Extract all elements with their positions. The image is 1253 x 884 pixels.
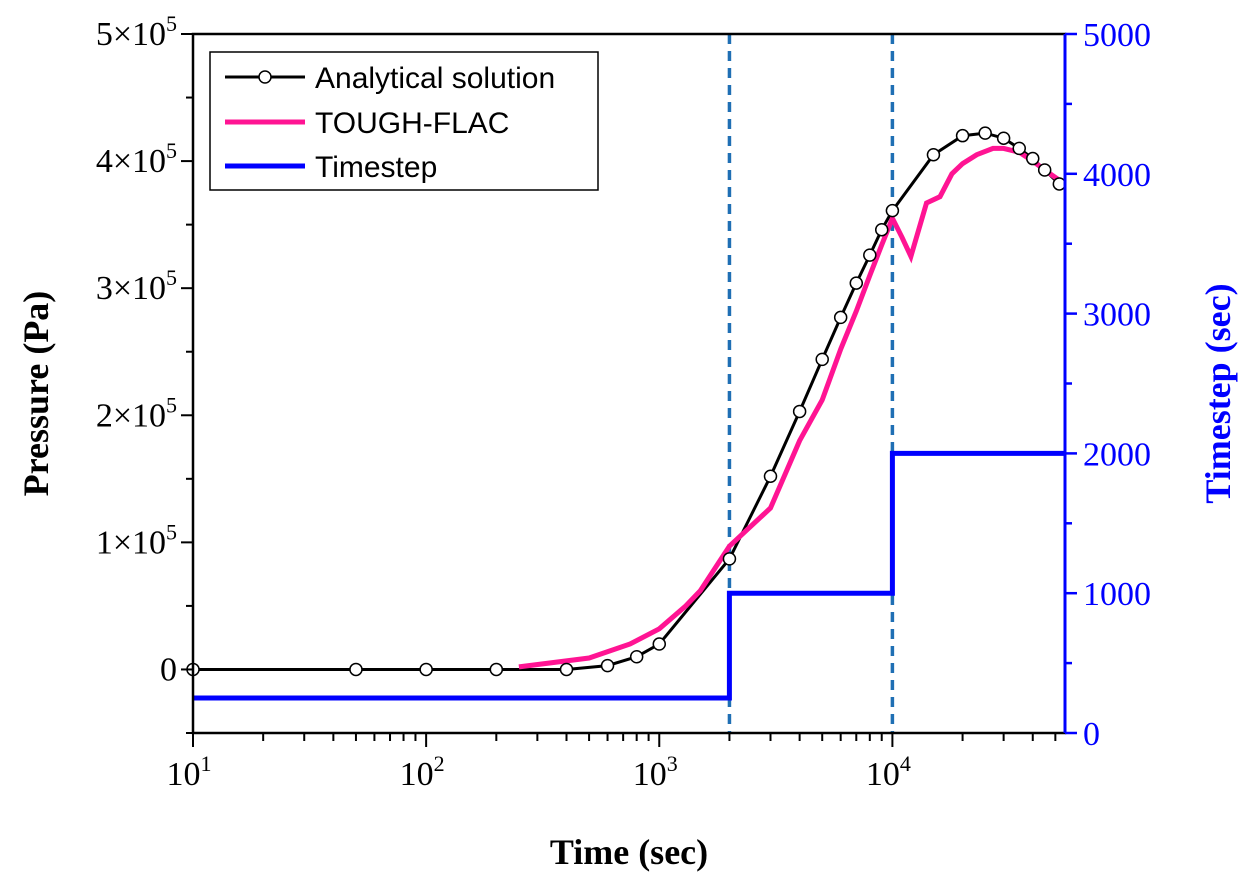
data-point-0-5	[600, 658, 615, 673]
data-point-0-11	[815, 352, 829, 367]
legend-label-tough-flac: TOUGH-FLAC	[315, 107, 509, 140]
x-axis-ticks: 101 102 103 104	[167, 733, 1057, 793]
legend-label-analytical: Analytical solution	[315, 62, 555, 95]
x-tick-label-1: 102	[400, 751, 445, 793]
data-point-0-4	[559, 662, 574, 677]
data-point-0-17	[926, 147, 941, 162]
legend: Analytical solution TOUGH-FLAC Timestep	[209, 51, 599, 191]
y2-tick-label-1: 1000	[1083, 576, 1151, 613]
y2-tick-label-0: 0	[1083, 716, 1100, 753]
y-tick-label-1: 1×105	[96, 519, 177, 561]
data-point-0-15	[874, 222, 889, 237]
y2-tick-label-4: 4000	[1083, 157, 1151, 194]
legend-entry-timestep: Timestep	[225, 151, 437, 184]
x-tick-label-2: 103	[633, 751, 678, 793]
data-point-0-21	[1012, 141, 1026, 156]
data-point-0-18	[955, 128, 970, 143]
data-point-0-10	[792, 404, 807, 419]
data-point-0-6	[629, 649, 644, 664]
data-point-0-16	[885, 203, 900, 218]
y-axis-title: Pressure (Pa)	[16, 291, 56, 497]
legend-label-timestep: Timestep	[315, 151, 437, 184]
data-point-0-13	[849, 276, 864, 290]
x-axis-title: Time (sec)	[550, 832, 708, 872]
data-point-0-1	[349, 662, 363, 677]
y-tick-label-0: 0	[160, 651, 177, 688]
y-tick-label-4: 4×105	[96, 138, 177, 180]
y2-tick-label-2: 2000	[1083, 436, 1151, 473]
plot-area	[186, 34, 1067, 733]
legend-entry-analytical: Analytical solution	[225, 62, 555, 95]
data-point-0-19	[978, 126, 992, 140]
data-point-0-2	[419, 662, 433, 677]
x-tick-label-3: 104	[866, 751, 911, 793]
legend-entry-tough-flac: TOUGH-FLAC	[225, 107, 509, 140]
y2-axis-ticks: 0 1000 2000 3000 4000 5000	[1065, 17, 1151, 753]
y-axis-ticks: 0 1×105 2×105 3×105 4×105 5×105	[96, 11, 193, 734]
data-point-0-23	[1037, 163, 1052, 177]
data-point-0-7	[652, 637, 667, 651]
data-point-0-8	[722, 552, 737, 566]
data-point-0-22	[1026, 151, 1040, 166]
data-point-0-12	[833, 310, 848, 325]
y2-tick-label-5: 5000	[1083, 17, 1151, 54]
y-tick-label-2: 2×105	[96, 392, 177, 434]
y2-tick-label-3: 3000	[1083, 297, 1151, 334]
y2-axis-title: Timestep (sec)	[1198, 283, 1238, 503]
data-point-0-14	[863, 248, 877, 262]
series-line-2	[193, 450, 1065, 701]
data-point-0-9	[763, 469, 778, 484]
x-tick-label-0: 101	[167, 751, 212, 793]
y-tick-label-3: 3×105	[96, 265, 177, 307]
legend-marker-analytical	[258, 70, 272, 84]
data-point-0-20	[996, 131, 1011, 145]
y-tick-label-5: 5×105	[96, 11, 177, 53]
data-point-0-3	[489, 662, 504, 677]
